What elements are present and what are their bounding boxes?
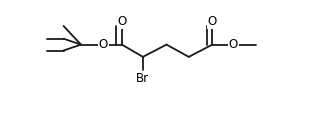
Text: O: O <box>117 15 126 28</box>
Text: Br: Br <box>136 72 149 85</box>
Text: O: O <box>99 38 108 51</box>
Text: O: O <box>208 15 217 28</box>
Text: O: O <box>229 38 238 51</box>
